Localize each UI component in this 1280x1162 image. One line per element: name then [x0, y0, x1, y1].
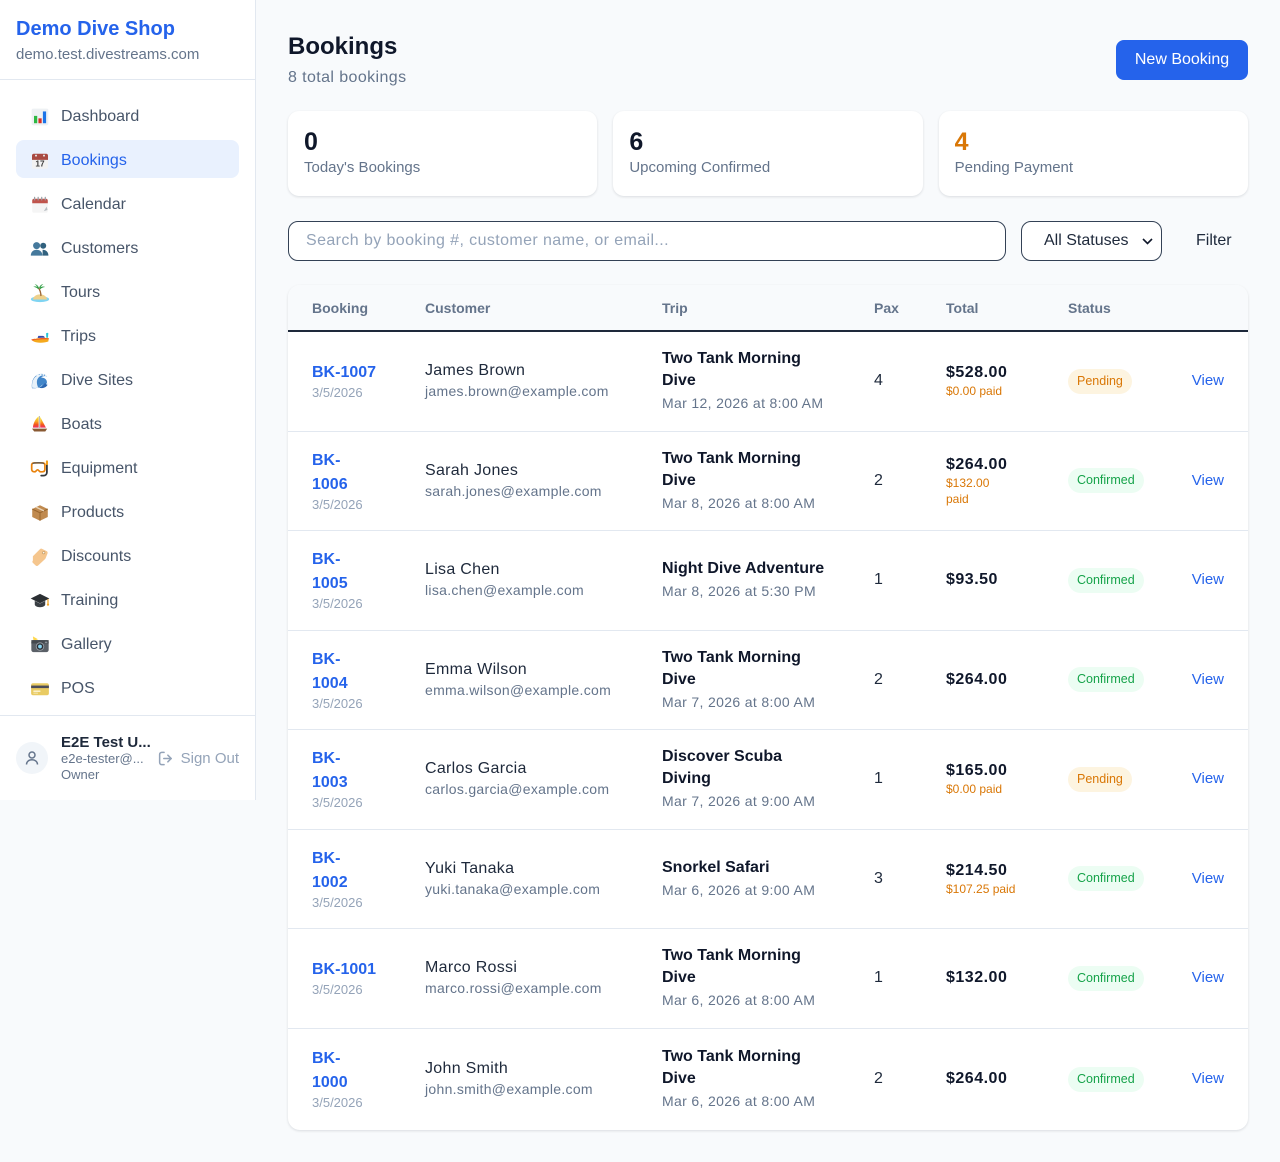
svg-text:17: 17 [35, 159, 45, 168]
